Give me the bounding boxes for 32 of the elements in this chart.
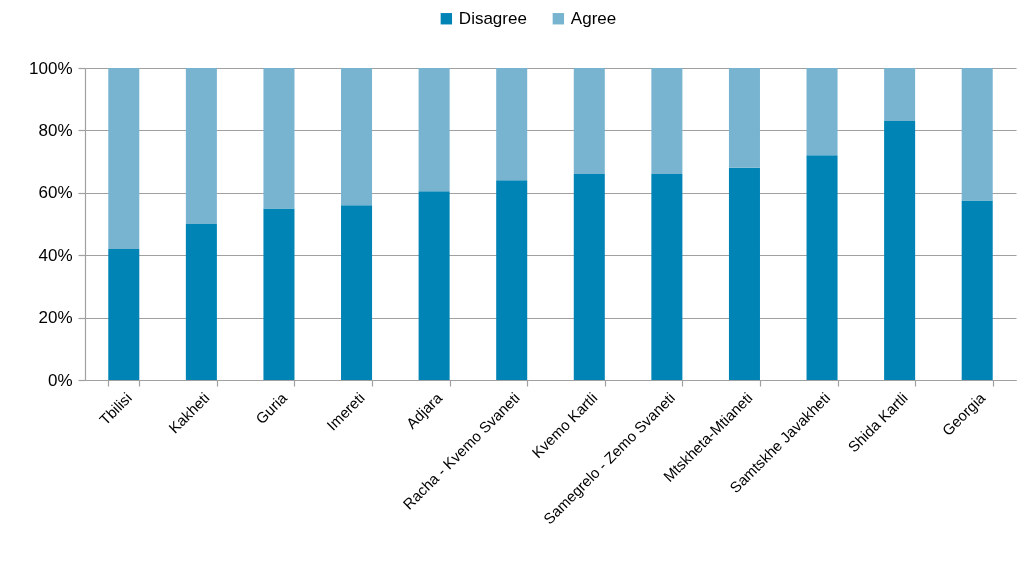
y-tick-label: 20% — [38, 308, 73, 328]
bar — [884, 121, 916, 380]
bar — [341, 205, 373, 380]
bar — [961, 68, 993, 201]
bar — [263, 68, 295, 209]
bar — [496, 180, 528, 380]
y-tick-label: 100% — [29, 58, 73, 78]
bar — [263, 208, 295, 380]
y-tick-label: 60% — [38, 183, 73, 203]
bar — [418, 191, 450, 380]
bar — [728, 68, 760, 168]
bar — [185, 68, 217, 224]
legend-label: Agree — [570, 8, 617, 28]
y-tick-label: 40% — [38, 245, 73, 265]
legend-label: Disagree — [458, 8, 527, 28]
y-tick-label: 80% — [38, 120, 73, 140]
bar — [496, 68, 528, 181]
bar — [108, 68, 140, 249]
bar — [806, 68, 838, 156]
bar — [418, 68, 450, 192]
bar — [651, 68, 683, 175]
bar — [884, 68, 916, 122]
bar — [728, 167, 760, 380]
bar — [961, 200, 993, 380]
bar — [651, 174, 683, 380]
bar — [806, 155, 838, 380]
bar — [108, 248, 140, 380]
bar — [341, 68, 373, 206]
bar — [573, 68, 605, 175]
y-tick-label: 0% — [47, 370, 73, 390]
bar — [185, 224, 217, 380]
bar — [573, 174, 605, 380]
